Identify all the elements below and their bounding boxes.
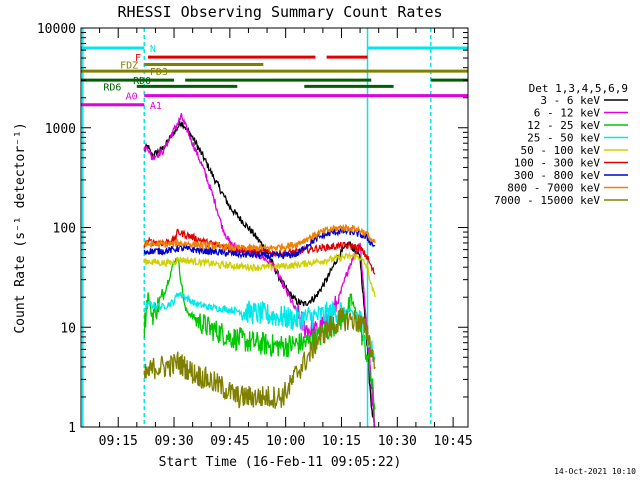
series-layer — [143, 113, 376, 427]
state-bar-label: FD3 — [150, 67, 168, 78]
x-tick-label: 10:15 — [322, 434, 361, 449]
legend-entry-label: 50 - 100 keV — [521, 144, 601, 157]
chart-title: RHESSI Observing Summary Count Rates — [117, 3, 442, 21]
legend-entry-label: 7000 - 15000 keV — [494, 194, 600, 207]
x-axis-label-suffix: ) — [393, 455, 401, 470]
series-line-8 — [143, 307, 376, 409]
x-axis: 09:15 09:30 09:45 10:00 10:15 10:30 10:45 — [80, 28, 473, 449]
y-tick-label: 1000 — [45, 122, 76, 137]
x-axis-label: Start Time (16-Feb-11 09:05:22) — [159, 455, 402, 470]
legend-entry-label: 100 - 300 keV — [514, 157, 600, 170]
legend-entry-label: 3 - 6 keV — [540, 94, 600, 107]
start-time: 16-Feb-11 09:05:22 — [253, 455, 394, 470]
state-bar-label: FDZ — [120, 61, 138, 72]
footer-date: 14-Oct-2021 10:10 — [554, 467, 636, 476]
state-bar-label: RD6 — [103, 82, 121, 93]
y-axis-label: Count Rate (s⁻¹ detector⁻¹) — [13, 122, 28, 333]
y-tick-label: 10000 — [37, 22, 76, 37]
y-tick-label: 100 — [53, 222, 76, 237]
state-bar-label: N — [150, 44, 156, 55]
y-tick-label: 1 — [68, 421, 76, 436]
x-tick-label: 09:45 — [210, 434, 249, 449]
x-tick-label: 09:30 — [154, 434, 193, 449]
x-tick-label: 09:15 — [99, 434, 138, 449]
series-line-7 — [143, 223, 376, 253]
legend-entry-label: 25 - 50 keV — [527, 132, 600, 145]
y-tick-label: 10 — [60, 321, 76, 336]
state-bar-label: RD0 — [133, 76, 151, 87]
state-bar-label: A0 — [126, 92, 138, 103]
x-tick-label: 10:45 — [434, 434, 473, 449]
series-line-4 — [143, 251, 376, 298]
series-line-3 — [143, 291, 376, 361]
legend-entry-label: 12 - 25 keV — [527, 119, 600, 132]
x-tick-label: 10:00 — [266, 434, 305, 449]
legend-entry-label: 300 - 800 keV — [514, 169, 600, 182]
legend-entry-label: 6 - 12 keV — [534, 107, 601, 120]
legend-entry-label: 800 - 7000 keV — [507, 182, 600, 195]
state-bar-label: A1 — [150, 101, 162, 112]
legend-title: Det 1,3,4,5,6,9 — [529, 82, 628, 95]
series-line-0 — [143, 121, 375, 427]
state-bar-label: F — [135, 53, 141, 64]
y-axis: 1 10 100 1000 10000 — [37, 22, 468, 436]
x-axis-label-prefix: Start Time ( — [159, 455, 253, 470]
x-tick-label: 10:30 — [378, 434, 417, 449]
series-line-6 — [143, 226, 376, 260]
